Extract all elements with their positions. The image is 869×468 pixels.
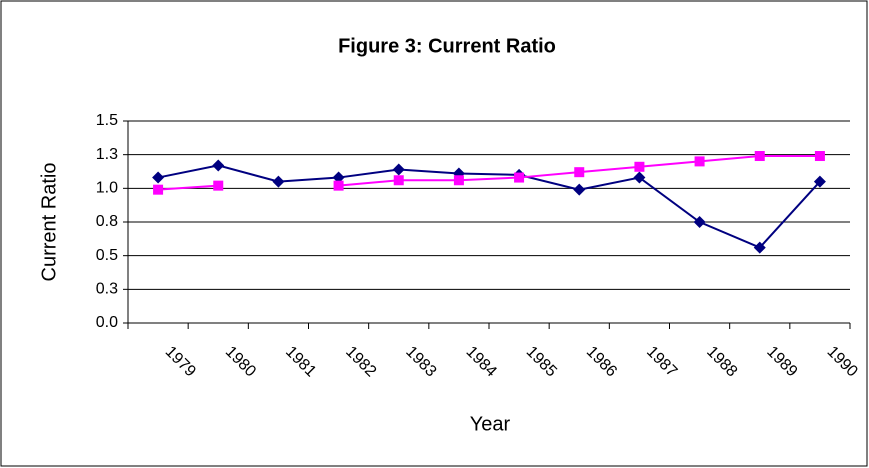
y-tick-label: 1.0: [96, 180, 118, 197]
point-marker: [213, 180, 224, 191]
point-marker: [332, 171, 345, 184]
point-marker: [153, 184, 164, 195]
point-marker: [574, 167, 585, 178]
point-marker: [514, 172, 525, 183]
point-marker: [212, 159, 225, 172]
point-marker: [693, 216, 706, 228]
y-tick-label: 1.5: [96, 112, 118, 129]
series-line: [158, 184, 219, 191]
point-marker: [634, 161, 645, 172]
y-tick-label: 0.3: [96, 281, 118, 298]
chart-title: Figure 3: Current Ratio: [338, 35, 556, 57]
series-line: [157, 164, 821, 249]
point-marker: [333, 180, 344, 191]
point-marker: [152, 171, 165, 184]
point-marker: [453, 175, 464, 186]
y-tick-label: 1.3: [96, 146, 118, 163]
point-marker: [633, 171, 646, 184]
point-marker: [754, 151, 765, 162]
y-tick-label: 0.0: [96, 314, 118, 331]
point-marker: [814, 151, 825, 162]
y-tick-label: 0.8: [96, 213, 118, 230]
point-marker: [393, 175, 404, 186]
point-marker: [813, 175, 826, 188]
point-marker: [694, 156, 705, 167]
x-axis-label: Year: [470, 413, 511, 435]
y-axis-label: Current Ratio: [38, 163, 60, 282]
point-marker: [392, 163, 405, 176]
point-marker: [753, 241, 766, 254]
point-marker: [272, 175, 285, 188]
y-tick-label: 0.5: [96, 247, 118, 264]
point-marker: [573, 183, 586, 196]
